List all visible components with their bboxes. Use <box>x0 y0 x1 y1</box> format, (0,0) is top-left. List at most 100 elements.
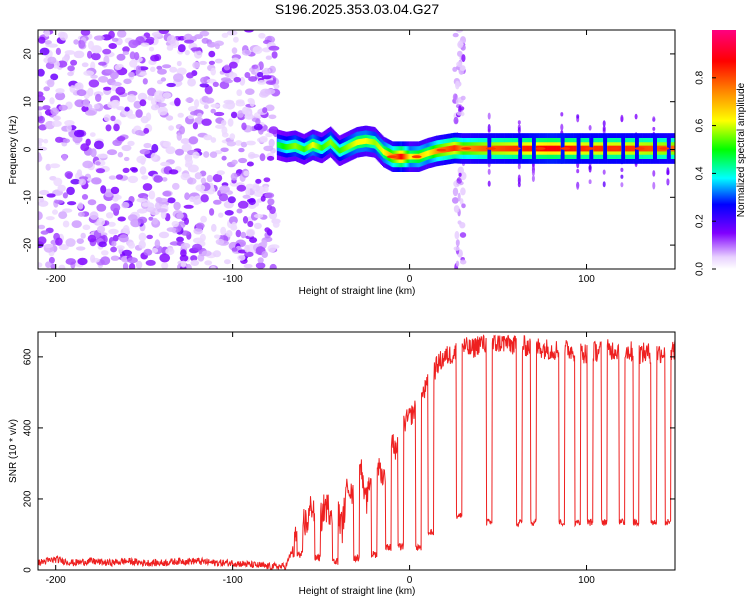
heatmap-cell <box>342 146 345 152</box>
heatmap-cell <box>184 192 190 200</box>
heatmap-cell <box>480 145 483 152</box>
heatmap-cell <box>457 41 464 49</box>
heatmap-cell <box>354 140 356 147</box>
heatmap-cell <box>588 125 592 131</box>
heatmap-cell <box>75 246 86 251</box>
heatmap-cell <box>244 244 250 253</box>
heatmap-cell <box>487 128 491 133</box>
heatmap-cell <box>91 52 101 61</box>
x-tick-label: 100 <box>578 274 595 285</box>
heatmap-cell <box>458 145 460 152</box>
heatmap-cell <box>255 178 262 184</box>
heatmap-cell <box>105 124 112 132</box>
heatmap-cell <box>246 161 254 167</box>
heatmap-cell <box>98 61 107 66</box>
heatmap-cell <box>212 81 219 87</box>
heatmap-cell <box>598 145 600 152</box>
heatmap-cell <box>176 212 184 220</box>
heatmap-cell <box>510 147 521 150</box>
heatmap-cell <box>671 145 674 152</box>
heatmap-cell <box>128 39 139 49</box>
heatmap-cell <box>195 184 206 192</box>
heatmap-cell <box>363 138 366 144</box>
heatmap-cell <box>105 212 114 219</box>
heatmap-cell <box>55 237 63 246</box>
heatmap-cell <box>151 143 159 153</box>
heatmap-cell <box>230 172 238 181</box>
heatmap-cell <box>651 145 653 152</box>
heatmap-cell <box>173 201 181 211</box>
heatmap-cell <box>38 142 43 147</box>
heatmap-cell <box>253 213 264 219</box>
heatmap-cell <box>346 144 349 150</box>
heatmap-cell <box>481 145 484 152</box>
heatmap-cell <box>332 141 334 147</box>
heatmap-cell <box>560 112 564 117</box>
heatmap-cell <box>473 145 475 152</box>
heatmap-cell <box>348 143 350 150</box>
heatmap-cell <box>604 133 607 164</box>
heatmap-cell <box>142 78 148 85</box>
heatmap-cell <box>498 145 501 152</box>
heatmap-cell <box>197 253 205 262</box>
heatmap-cell <box>142 183 153 191</box>
heatmap-cell <box>609 147 620 150</box>
heatmap-cell <box>267 198 275 206</box>
heatmap-cell <box>38 106 44 111</box>
heatmap-cell <box>82 160 94 169</box>
heatmap-cell <box>247 220 254 228</box>
heatmap-cell <box>499 145 502 152</box>
y-tick-label: 20 <box>23 48 34 60</box>
heatmap-cell <box>127 242 136 249</box>
heatmap-cell <box>333 142 335 148</box>
heatmap-cell <box>116 53 126 61</box>
heatmap-cell <box>658 145 660 152</box>
heatmap-cell <box>670 145 673 152</box>
heatmap-cell <box>43 86 50 92</box>
heatmap-cell <box>388 151 390 158</box>
heatmap-cell <box>282 143 284 149</box>
heatmap-cell <box>44 30 50 37</box>
heatmap-cell <box>143 127 150 134</box>
heatmap-cell <box>245 88 255 95</box>
heatmap-cell <box>579 133 581 164</box>
heatmap-cell <box>95 93 102 102</box>
heatmap-cell <box>74 99 85 108</box>
heatmap-cell <box>322 144 324 150</box>
heatmap-cell <box>226 140 236 147</box>
heatmap-cell <box>599 145 601 152</box>
heatmap-cell <box>242 216 249 224</box>
heatmap-cell <box>185 263 192 269</box>
heatmap-cell <box>206 174 214 183</box>
heatmap-cell <box>194 34 203 40</box>
heatmap-cell <box>655 133 658 164</box>
heatmap-cell <box>315 142 317 149</box>
heatmap-cell <box>241 122 247 131</box>
heatmap-cell <box>38 36 46 44</box>
heatmap-cell <box>331 140 333 146</box>
heatmap-cell <box>355 140 357 146</box>
heatmap-cell <box>55 91 66 101</box>
heatmap-cell <box>572 145 574 152</box>
heatmap-cell <box>551 145 554 152</box>
heatmap-cell <box>426 150 428 157</box>
heatmap-cell <box>231 221 237 230</box>
heatmap-cell <box>244 72 251 79</box>
heatmap-cell <box>458 105 462 114</box>
heatmap-cell <box>267 155 275 161</box>
heatmap-cell <box>238 157 248 164</box>
heatmap-cell <box>597 145 599 152</box>
heatmap-cell <box>65 238 76 247</box>
heatmap-cell <box>174 97 181 107</box>
heatmap-cell <box>136 155 147 164</box>
heatmap-cell <box>528 145 530 152</box>
heatmap-cell <box>116 106 125 111</box>
heatmap-cell <box>517 181 521 188</box>
heatmap-cell <box>379 145 382 152</box>
heatmap-cell <box>258 32 266 39</box>
heatmap-cell <box>117 216 126 222</box>
heatmap-cell <box>38 115 45 124</box>
heatmap-cell <box>38 211 43 221</box>
heatmap-cell <box>213 199 222 205</box>
heatmap-cell <box>487 112 491 120</box>
